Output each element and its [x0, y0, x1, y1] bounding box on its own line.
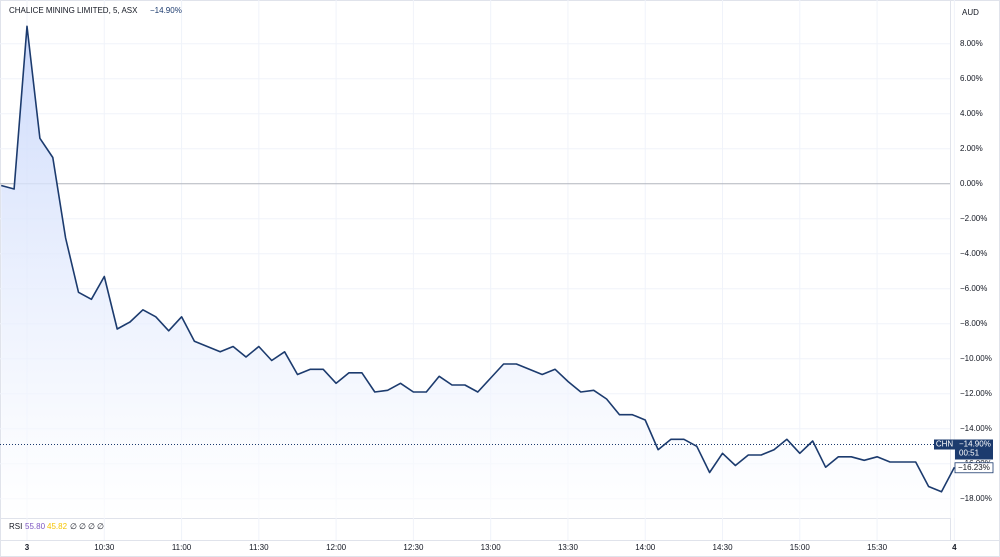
y-tick-label: −18.00% — [960, 494, 992, 503]
symbol-title: CHALICE MINING LIMITED, 5, ASX — [9, 6, 138, 15]
indicator-value: 45.82 — [47, 522, 68, 531]
x-tick-label: 11:30 — [249, 543, 269, 552]
indicator-name: RSI — [9, 522, 22, 531]
y-tick-label: 6.00% — [960, 74, 983, 83]
y-tick-label: 4.00% — [960, 109, 983, 118]
indicator-placeholder: ∅ — [70, 522, 77, 531]
price-badge — [955, 439, 993, 460]
x-tick-label: 13:30 — [558, 543, 579, 552]
last-value-badge — [954, 462, 994, 474]
x-tick-label: 14:00 — [635, 543, 656, 552]
price-line — [0, 25, 956, 493]
y-tick-label: −4.00% — [960, 249, 987, 258]
x-tick-label: 4 — [952, 543, 957, 552]
ticker-label: CHN — [936, 440, 954, 449]
countdown-label: 00:51 — [959, 449, 980, 458]
last-value-label: −16.23% — [958, 463, 990, 472]
indicator-value: 55.80 — [25, 522, 46, 531]
y-tick-label: −8.00% — [960, 319, 987, 328]
y-tick-label: −12.00% — [960, 389, 992, 398]
y-tick-label: −6.00% — [960, 284, 987, 293]
x-tick-label: 13:00 — [481, 543, 502, 552]
currency[interactable]: AUD — [962, 8, 979, 17]
y-tick-label: −14.00% — [960, 424, 992, 433]
x-tick-label: 12:30 — [403, 543, 424, 552]
x-tick-label: 3 — [25, 543, 30, 552]
y-tick-label: −10.00% — [960, 354, 992, 363]
x-tick-label: 12:00 — [326, 543, 347, 552]
y-tick-label: −2.00% — [960, 214, 987, 223]
indicator-placeholder: ∅ — [88, 522, 95, 531]
area-fill — [1, 26, 955, 519]
x-tick-label: 15:00 — [790, 543, 811, 552]
x-tick-label: 10:30 — [94, 543, 115, 552]
x-tick-label: 14:30 — [713, 543, 734, 552]
indicator-placeholder: ∅ — [79, 522, 86, 531]
y-tick-label: 0.00% — [960, 179, 983, 188]
ticker-badge — [934, 439, 955, 450]
price-label: −14.90% — [959, 440, 991, 449]
y-tick-label: 8.00% — [960, 39, 983, 48]
indicator-placeholder: ∅ — [97, 522, 104, 531]
y-tick-label: 2.00% — [960, 144, 983, 153]
x-tick-label: 11:00 — [172, 543, 192, 552]
x-tick-label: 15:30 — [867, 543, 888, 552]
symbol-change: −14.90% — [150, 6, 182, 15]
